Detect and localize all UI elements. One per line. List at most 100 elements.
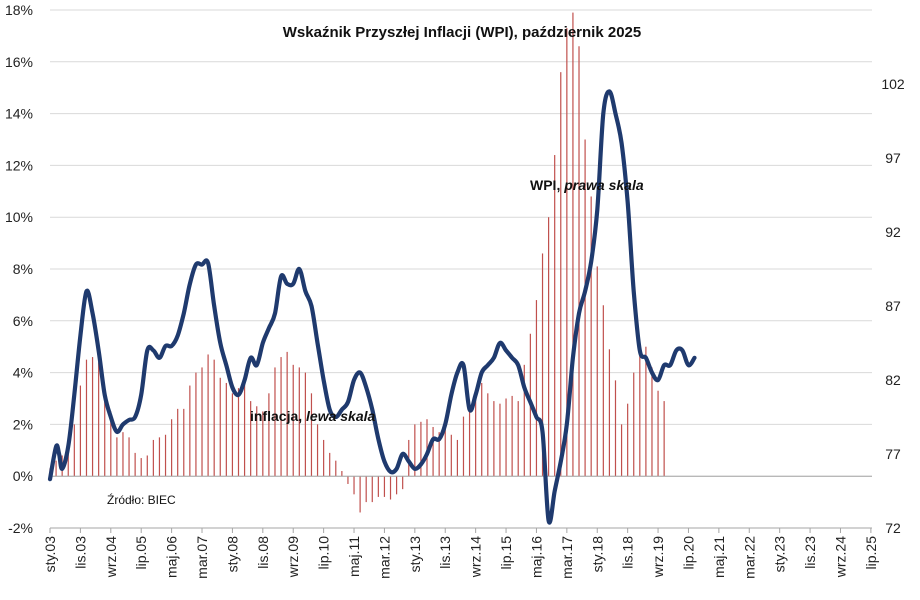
inflation-bar: [481, 382, 483, 477]
inflation-bar: [639, 349, 641, 477]
inflation-bar: [590, 196, 592, 477]
inflation-bar: [128, 437, 130, 477]
inflation-bar: [237, 388, 240, 477]
inflation-bar: [110, 411, 112, 477]
inflation-bar: [274, 367, 276, 477]
inflation-bar: [444, 424, 446, 477]
inflation-bar: [633, 372, 635, 477]
inflation-bar: [438, 432, 440, 477]
inflation-bar: [432, 426, 434, 477]
inflation-bar: [262, 411, 264, 477]
x-tick-label: maj.11: [346, 536, 362, 577]
inflation-bar: [310, 393, 313, 477]
inflation-bar: [614, 380, 617, 477]
left-tick-label: 8%: [13, 261, 33, 277]
inflation-bar: [134, 452, 136, 477]
inflation-bar: [426, 419, 428, 477]
inflation-bar: [280, 357, 282, 477]
inflation-bar: [493, 401, 495, 477]
inflation-bar: [91, 357, 94, 477]
inflation-bar: [213, 359, 215, 477]
x-tick-label: wrz.24: [833, 536, 849, 578]
inflation-bar: [298, 367, 300, 477]
x-tick-label: sty.13: [407, 536, 423, 573]
x-tick-label: lip.25: [863, 536, 879, 570]
x-tick-label: sty.08: [224, 536, 240, 573]
right-tick-label: 92: [885, 224, 901, 240]
x-tick-label: lip.20: [681, 536, 697, 570]
inflation-bar: [596, 266, 598, 477]
inflation-bar: [651, 367, 653, 477]
inflation-bar: [371, 476, 373, 503]
inflation-bar: [468, 408, 471, 477]
inflation-bar: [171, 419, 173, 477]
inflation-bar: [98, 362, 100, 477]
inflation-bar: [548, 217, 550, 477]
inflation-bar: [578, 46, 580, 477]
right-tick-label: 82: [885, 372, 901, 388]
inflation-bar: [383, 476, 386, 497]
inflation-bar: [389, 476, 392, 500]
right-tick-label: 77: [885, 446, 901, 462]
inflation-bar: [189, 385, 191, 477]
right-tick-label: 87: [885, 298, 901, 314]
x-tick-label: sty.18: [589, 536, 605, 573]
x-tick-label: lis.23: [802, 536, 818, 569]
left-tick-label: 4%: [13, 365, 33, 381]
inflation-bar: [323, 439, 325, 477]
inflation-bar: [329, 452, 331, 477]
inflation-bar: [420, 421, 422, 477]
inflation-bar: [511, 395, 513, 477]
inflation-bar: [572, 12, 574, 477]
inflation-bar: [414, 424, 416, 477]
inflation-annotation: inflacja, lewa skala: [250, 408, 376, 424]
inflation-bar: [146, 455, 148, 477]
inflation-bar: [104, 390, 106, 477]
inflation-bar: [353, 476, 355, 495]
inflation-bar: [316, 424, 319, 477]
x-tick-label: lip.10: [316, 536, 332, 570]
inflation-bar: [487, 393, 489, 477]
x-tick-label: lip.05: [133, 536, 149, 570]
inflation-bar: [183, 408, 185, 477]
inflation-bar: [195, 372, 197, 477]
x-tick-label: lip.15: [498, 536, 514, 570]
source-note: Źródło: BIEC: [107, 492, 176, 507]
inflation-bar: [158, 437, 161, 477]
inflation-bar: [566, 28, 568, 477]
inflation-bar: [292, 364, 294, 477]
wpi-annotation-main: WPI,: [530, 177, 564, 193]
inflation-bar: [122, 432, 124, 477]
inflation-bar: [256, 406, 258, 477]
inflation-bar: [286, 351, 288, 477]
inflation-bar: [602, 305, 604, 477]
wpi-annotation: WPI, prawa skala: [530, 177, 644, 193]
x-tick-label: wrz.09: [285, 536, 301, 578]
inflation-bar: [377, 476, 379, 497]
wpi-line: [47, 89, 697, 525]
inflation-bar: [462, 416, 465, 477]
inflation-bar: [535, 300, 538, 477]
inflation-bar: [347, 476, 349, 484]
right-tick-label: 97: [885, 150, 901, 166]
inflation-bar: [657, 390, 659, 477]
x-axis-ticks: sty.03 lis.03 wrz.04 lip.05 maj.06 mar.07 sty.…: [42, 527, 879, 579]
x-tick-label: lis.03: [72, 536, 88, 569]
inflation-bar: [85, 359, 88, 477]
inflation-bar: [620, 424, 623, 477]
inflation-bar: [456, 439, 458, 477]
x-tick-label: wrz.19: [650, 536, 666, 578]
inflation-bar: [341, 471, 343, 477]
x-tick-label: lis.08: [255, 536, 271, 569]
inflation-bar: [219, 377, 221, 477]
left-tick-label: -2%: [8, 520, 33, 536]
inflation-bar: [73, 424, 75, 477]
left-tick-label: 6%: [13, 313, 33, 329]
x-tick-label: wrz.14: [468, 536, 484, 578]
inflation-bar: [116, 437, 118, 477]
inflation-bar: [499, 403, 501, 477]
inflation-annotation-italic: lewa skala: [306, 408, 375, 424]
left-tick-label: 18%: [5, 2, 33, 18]
